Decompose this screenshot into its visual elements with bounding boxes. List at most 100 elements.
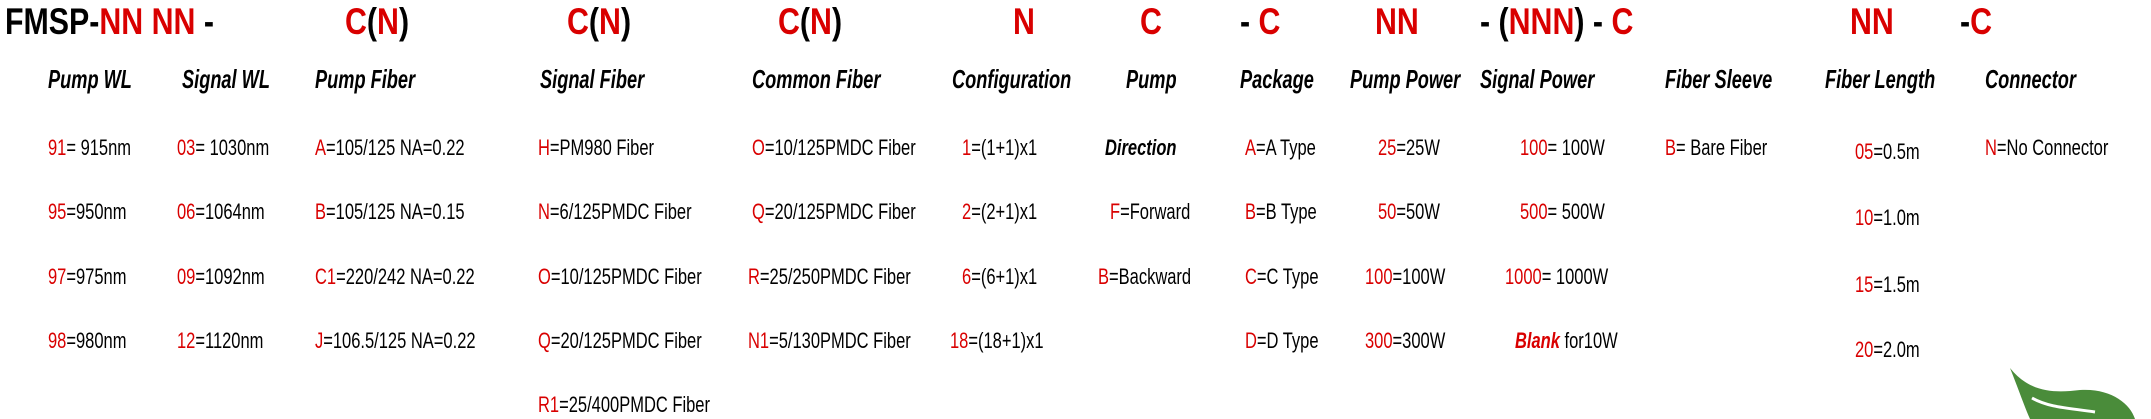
option-item: 15=1.5m (1855, 272, 1920, 298)
option-description: = 1000W (1541, 264, 1609, 289)
code-segment: C(N) (567, 2, 631, 42)
option-item: 50=50W (1378, 199, 1440, 225)
column-header: Pump WL (48, 64, 132, 94)
option-description: = Bare Fiber (1676, 135, 1768, 160)
code-segment: C(N) (345, 2, 409, 42)
option-item: O=10/125PMDC Fiber (752, 135, 916, 161)
code-part: NN (1375, 1, 1419, 42)
code-part: NNN (1508, 1, 1575, 42)
option-description: =300W (1392, 328, 1446, 353)
option-item: N=6/125PMDC Fiber (538, 199, 692, 225)
option-description: =20/125PMDC Fiber (550, 328, 702, 353)
column-header: Signal Fiber (540, 64, 645, 94)
option-item: A=105/125 NA=0.22 (315, 135, 465, 161)
option-code: B (1098, 264, 1110, 289)
option-description: =20/125PMDC Fiber (764, 199, 916, 224)
code-segment: C(N) (778, 2, 842, 42)
option-item: 500= 500W (1520, 199, 1605, 225)
code-part: NN NN (99, 1, 196, 42)
option-description: =105/125 NA=0.22 (326, 135, 465, 160)
code-part: - (1960, 1, 1971, 42)
column-header: Configuration (952, 64, 1072, 94)
option-description: =1064nm (195, 199, 265, 224)
option-code: J (315, 328, 324, 353)
option-item: 2=(2+1)x1 (962, 199, 1037, 225)
option-item: F=Forward (1110, 199, 1190, 225)
option-item: 25=25W (1378, 135, 1440, 161)
option-code: C1 (315, 264, 337, 289)
option-description: =25/400PMDC Fiber (559, 392, 710, 417)
option-description: =5/130PMDC Fiber (769, 328, 911, 353)
option-description: =10/125PMDC Fiber (764, 135, 916, 160)
option-item: 06=1064nm (177, 199, 265, 225)
code-part: ( (366, 1, 378, 42)
option-description: =1092nm (195, 264, 265, 289)
code-part: C (1258, 1, 1281, 42)
option-description: =Backward (1109, 264, 1192, 289)
option-item: J=106.5/125 NA=0.22 (315, 328, 476, 354)
option-description: = 100W (1547, 135, 1605, 160)
code-part: C (1140, 1, 1162, 42)
code-part: C (778, 1, 800, 42)
option-code: 6 (962, 264, 972, 289)
code-segment: NN (1850, 2, 1894, 42)
option-description: =0.5m (1873, 139, 1920, 164)
option-code: Blank (1515, 328, 1560, 353)
option-code: Q (538, 328, 551, 353)
code-part: N (810, 1, 832, 42)
option-code: B (1665, 135, 1677, 160)
option-item: 91= 915nm (48, 135, 131, 161)
option-description: =1.0m (1873, 205, 1920, 230)
option-item: R=25/250PMDC Fiber (748, 264, 911, 290)
option-item: 100= 100W (1520, 135, 1605, 161)
code-part: NN (1850, 1, 1894, 42)
option-code: 10 (1855, 205, 1874, 230)
code-segment: -C (1960, 2, 1992, 42)
option-code: 06 (177, 199, 196, 224)
option-code: C (1245, 264, 1257, 289)
leaf-icon (2010, 368, 2135, 419)
option-item: B=105/125 NA=0.15 (315, 199, 465, 225)
code-part: - (195, 1, 215, 42)
column-header: Connector (1985, 64, 2076, 94)
option-item: 12=1120nm (177, 328, 263, 354)
option-description: =A Type (1256, 135, 1316, 160)
option-item: 97=975nm (48, 264, 126, 290)
option-description: =50W (1396, 199, 1440, 224)
option-item: 10=1.0m (1855, 205, 1920, 231)
option-description: =980nm (66, 328, 127, 353)
option-item: Blank for10W (1515, 328, 1618, 354)
option-code: 95 (48, 199, 67, 224)
option-code: 18 (950, 328, 969, 353)
option-description: = 1030nm (195, 135, 270, 160)
option-item: 1000= 1000W (1505, 264, 1608, 290)
column-header: Package (1240, 64, 1314, 94)
option-description: =2.0m (1873, 337, 1920, 362)
option-item: 18=(18+1)x1 (950, 328, 1044, 354)
code-part: - (1240, 1, 1259, 42)
column-header: Pump Power (1350, 64, 1461, 94)
option-description: =10/125PMDC Fiber (550, 264, 702, 289)
option-code: D (1245, 328, 1257, 353)
option-code: 03 (177, 135, 196, 160)
option-code: B (315, 199, 327, 224)
option-item: 95=950nm (48, 199, 126, 225)
option-item: 6=(6+1)x1 (962, 264, 1037, 290)
option-item: 98=980nm (48, 328, 126, 354)
code-part: C (567, 1, 589, 42)
code-part: C (1611, 1, 1634, 42)
code-part: C (345, 1, 367, 42)
option-description: =PM980 Fiber (549, 135, 655, 160)
option-code: N1 (748, 328, 770, 353)
option-description: for10W (1559, 328, 1618, 353)
option-description: =B Type (1256, 199, 1317, 224)
option-description: =100W (1392, 264, 1446, 289)
option-description: =106.5/125 NA=0.22 (323, 328, 476, 353)
code-segment: FMSP-NN NN - (5, 2, 214, 42)
option-item: Q=20/125PMDC Fiber (752, 199, 916, 225)
option-description: =25W (1396, 135, 1440, 160)
column-header: Signal WL (182, 64, 270, 94)
option-code: R1 (538, 392, 560, 417)
option-code: 300 (1365, 328, 1393, 353)
option-code: H (538, 135, 550, 160)
